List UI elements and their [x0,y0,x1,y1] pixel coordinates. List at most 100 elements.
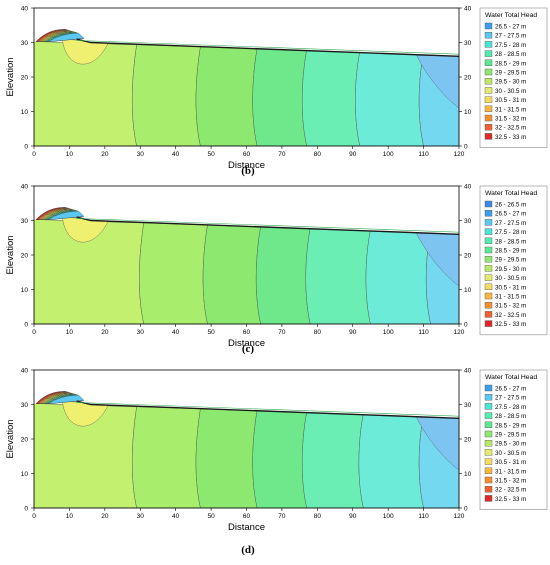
x-tick-label: 120 [454,151,465,158]
figure-caption: (c) [241,343,255,355]
x-tick-label: 10 [66,151,74,158]
contour-zone [301,50,361,147]
contour-zone [131,44,201,147]
x-axis: 0 10 20 30 40 50 60 70 80 90 100 110 120 [32,324,465,336]
contour-zone [202,224,261,325]
x-axis-label: Distance [228,160,265,171]
legend-swatch [484,403,493,410]
y-tick-label: 40 [21,184,29,191]
legend-label: 32.5 - 33 m [495,321,526,328]
y-axis: 0 0 10 10 20 20 30 30 40 40 [21,184,472,329]
x-axis-label: Distance [228,522,265,533]
legend-swatch [484,246,493,254]
x-tick-label: 100 [383,513,394,520]
legend-label: 29.5 - 30 m [495,441,526,448]
legend-label: 26.5 - 27 m [495,24,526,31]
levee-layer [48,210,85,221]
y-tick-label: 10 [21,109,29,116]
legend-label: 32 - 32.5 m [495,125,526,132]
x-tick-label: 30 [137,513,145,520]
x-tick-label: 0 [32,151,36,158]
x-tick-label: 80 [314,151,322,158]
levee-layers [35,391,85,405]
y-tick-label-right: 10 [464,471,472,478]
y-axis-label: Elevation [5,419,16,458]
legend-swatch [484,255,493,263]
surface-layer-line [76,218,460,233]
contour-zone [255,226,311,325]
levee-layer [48,32,85,43]
y-tick-label-right: 0 [464,322,468,329]
legend-label: 29.5 - 30 m [495,266,526,273]
legend-label: 29.5 - 30 m [495,79,526,86]
legend-swatch [484,311,493,318]
legend-swatch [484,476,493,484]
x-tick-label: 10 [66,329,74,336]
contour-zone [195,408,258,509]
legend-label: 27 - 27.5 m [495,395,526,402]
legend-swatch [484,59,493,66]
figure-caption: (b) [241,165,255,177]
legend-swatch [484,32,493,39]
y-tick-label: 10 [21,471,29,478]
legend-swatch [484,68,493,76]
y-tick-label: 40 [21,6,29,13]
legend-title: Water Total Head [485,190,537,197]
legend-swatch [484,123,493,131]
legend-swatch [484,439,493,447]
legend-swatch [484,412,493,419]
y-tick-label-right: 30 [464,40,472,47]
y-axis: 0 0 10 10 20 20 30 30 40 40 [21,6,472,151]
legend-swatch [484,458,493,465]
legend-label: 28 - 28.5 m [495,51,526,58]
y-tick-label-right: 20 [464,437,472,444]
contour-zone [355,51,424,147]
y-tick-label-right: 0 [464,506,468,513]
x-tick-label: 20 [101,513,109,520]
legend-label: 30.5 - 31 m [495,459,526,466]
legend-swatch [484,274,493,281]
x-tick-label: 50 [207,513,215,520]
levee-layers [35,29,85,43]
legend-label: 29 - 29.5 m [495,432,526,439]
legend-swatch [484,384,493,392]
y-tick-label-right: 0 [464,144,468,151]
legend-swatch [484,133,493,140]
legend-swatch [484,105,493,113]
legend-label: 27.5 - 28 m [495,404,526,411]
y-tick-label-right: 40 [464,368,472,375]
legend-label: 31 - 31.5 m [495,468,526,475]
legend-label: 32.5 - 33 m [495,496,526,503]
legend-label: 30 - 30.5 m [495,88,526,95]
chart-panel: 0 10 20 30 40 50 60 70 80 90 100 110 120 Distance 0 0 10… [0,178,550,356]
ground-surface [76,216,460,235]
y-tick-label-right: 10 [464,287,472,294]
legend-label: 27 - 27.5 m [495,33,526,40]
legend-swatch [484,467,493,475]
legend-swatch [484,292,493,300]
contour-zone [365,230,431,325]
legend-title: Water Total Head [485,12,537,19]
legend-swatch [484,114,493,122]
legend-label: 28 - 28.5 m [495,413,526,420]
legend-swatch [484,210,493,217]
y-axis-label: Elevation [5,57,16,96]
legend-swatch [484,430,493,438]
y-tick-label-right: 30 [464,402,472,409]
x-tick-label: 20 [101,151,109,158]
legend-label: 30.5 - 31 m [495,284,526,291]
x-tick-label: 10 [66,513,74,520]
y-tick-label-right: 30 [464,218,472,225]
high-head-bulb [62,38,109,65]
legend-label: 32 - 32.5 m [495,487,526,494]
legend-label: 26.5 - 27 m [495,211,526,218]
legend-label: 27 - 27.5 m [495,220,526,227]
x-tick-label: 90 [349,513,357,520]
legend-label: 29 - 29.5 m [495,70,526,77]
x-tick-label: 70 [278,329,286,336]
legend: Water Total Head 26.5 - 27 m 27 - 27.5 m 27… [479,7,548,148]
y-tick-label: 30 [21,402,29,409]
legend-swatch [484,96,493,103]
